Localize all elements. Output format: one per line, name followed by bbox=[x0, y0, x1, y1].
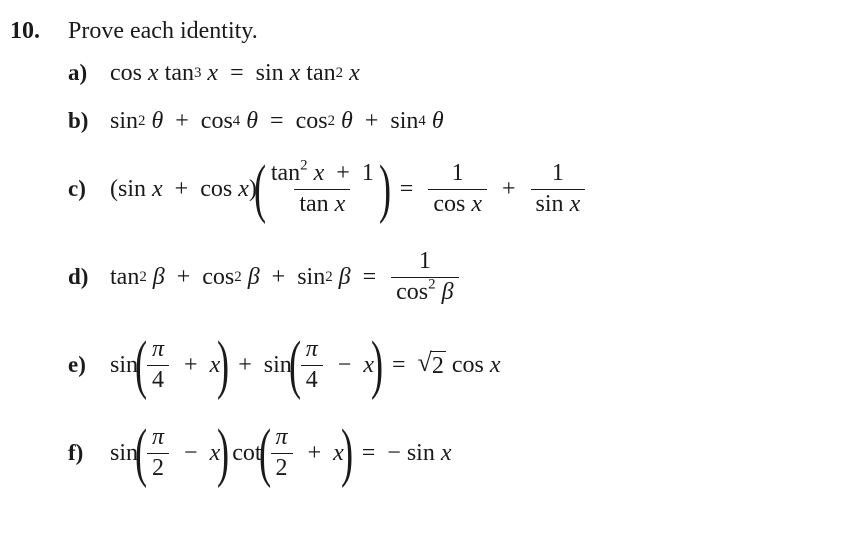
fraction-f2: π2 bbox=[271, 425, 293, 480]
big-paren-f2: ( π2 +x ) bbox=[262, 425, 350, 480]
fraction-e2: π4 bbox=[301, 337, 323, 392]
part-label-a: a) bbox=[68, 60, 96, 86]
equation-f: sin ( π2 −x ) cot ( π2 bbox=[110, 425, 452, 480]
part-label-c: c) bbox=[68, 176, 96, 202]
problem-body: Prove each identity. a) cosxtan3x=sinxta… bbox=[68, 18, 854, 495]
part-b: b) sin2θ+cos4θ=cos2θ+sin4θ bbox=[68, 99, 854, 143]
part-label-b: b) bbox=[68, 108, 96, 134]
equation-b: sin2θ+cos4θ=cos2θ+sin4θ bbox=[110, 108, 444, 135]
part-e: e) sin ( π4 +x ) + sin ( bbox=[68, 323, 854, 407]
sqrt-e: √ 2 bbox=[418, 350, 446, 380]
fraction-c-main: tan2x+1 tanx bbox=[266, 161, 379, 216]
part-d: d) tan2β+cos2β+sin2β= 1 cos2β bbox=[68, 235, 854, 319]
fraction-e1: π4 bbox=[147, 337, 169, 392]
fraction-c-r2: 1 sinx bbox=[531, 161, 586, 216]
part-c: c) (sinx+cosx) ( tan2x+1 tanx ) = 1 bbox=[68, 147, 854, 231]
big-paren-c: ( tan2x+1 tanx ) bbox=[257, 161, 388, 216]
problem-number: 10. bbox=[10, 18, 50, 45]
part-a: a) cosxtan3x=sinxtan2x bbox=[68, 51, 854, 95]
fraction-f1: π2 bbox=[147, 425, 169, 480]
part-label-d: d) bbox=[68, 264, 96, 290]
equation-d: tan2β+cos2β+sin2β= 1 cos2β bbox=[110, 249, 462, 304]
equation-e: sin ( π4 +x ) + sin ( π4 bbox=[110, 337, 500, 392]
parts-list: a) cosxtan3x=sinxtan2x b) sin2θ+cos4θ=co… bbox=[68, 51, 854, 495]
part-label-e: e) bbox=[68, 352, 96, 378]
equation-c: (sinx+cosx) ( tan2x+1 tanx ) = 1 cosx bbox=[110, 161, 588, 216]
big-paren-e2: ( π4 −x ) bbox=[292, 337, 380, 392]
equation-a: cosxtan3x=sinxtan2x bbox=[110, 60, 360, 87]
problem-block: 10. Prove each identity. a) cosxtan3x=si… bbox=[10, 18, 854, 495]
big-paren-e1: ( π4 +x ) bbox=[138, 337, 226, 392]
problem-stem: Prove each identity. bbox=[68, 18, 854, 45]
fraction-d: 1 cos2β bbox=[391, 249, 458, 304]
fraction-c-r1: 1 cosx bbox=[428, 161, 487, 216]
part-label-f: f) bbox=[68, 440, 96, 466]
big-paren-f1: ( π2 −x ) bbox=[138, 425, 226, 480]
part-f: f) sin ( π2 −x ) cot ( bbox=[68, 411, 854, 495]
